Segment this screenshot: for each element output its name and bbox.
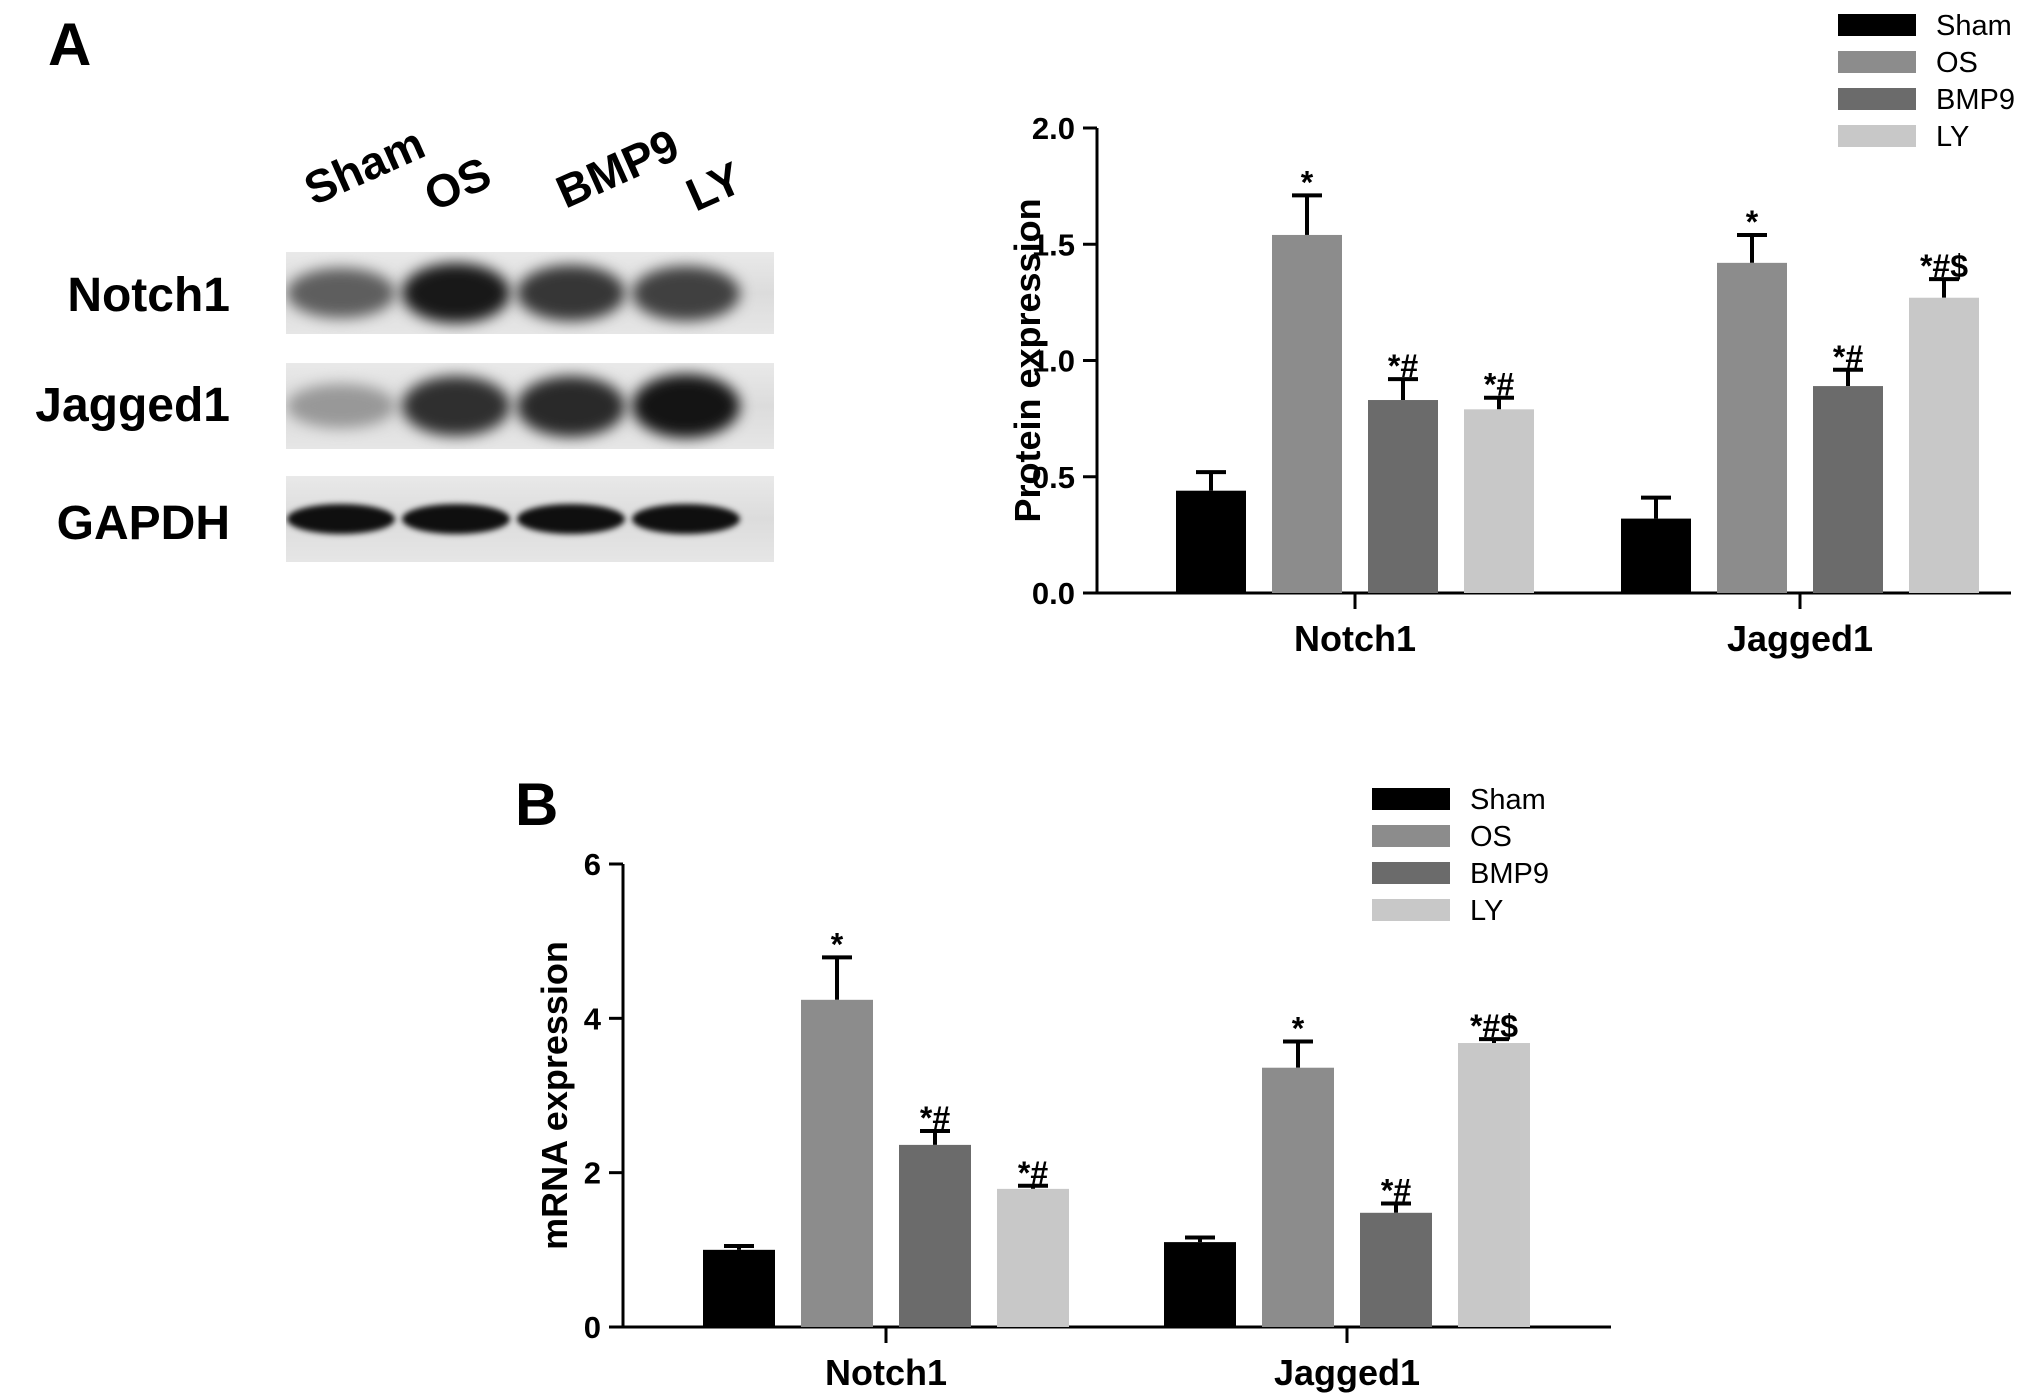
protein-legend-label-os: OS (1936, 47, 1978, 79)
protein-annotation-jagged1-os: * (1746, 204, 1759, 240)
protein-y-tick-label-1: 0.5 (1032, 460, 1075, 495)
protein-legend-label-bmp9: BMP9 (1936, 84, 2015, 116)
protein-bar-notch1-os (1272, 234, 1342, 593)
protein-legend-swatch-bmp9 (1838, 88, 1916, 110)
blot-band-jagged1-ly (632, 374, 740, 438)
protein-annotation-jagged1-bmp9: *# (1833, 339, 1863, 375)
blot-band-notch1-os (402, 263, 510, 323)
blot-band-gapdh-sham (287, 504, 395, 534)
protein-y-axis-label: Protein expression (1007, 198, 1048, 522)
protein-legend-label-ly: LY (1936, 121, 1969, 153)
protein-x-tick-label-notch1: Notch1 (1294, 618, 1416, 659)
protein-y-tick-label-0: 0.0 (1032, 576, 1075, 611)
blot-row-label-jagged1: Jagged1 (35, 379, 230, 432)
blot-row-label-notch1: Notch1 (67, 269, 230, 322)
protein-bar-notch1-ly (1464, 409, 1534, 593)
protein-annotation-notch1-os: * (1301, 164, 1314, 200)
protein-legend-swatch-os (1838, 51, 1916, 73)
protein-bar-jagged1-ly (1909, 297, 1979, 593)
blot-strip-jagged1 (286, 363, 774, 449)
blot-band-gapdh-os (402, 504, 510, 534)
blot-band-jagged1-os (402, 376, 510, 436)
protein-bar-jagged1-sham (1621, 518, 1691, 593)
blot-band-jagged1-sham (287, 384, 395, 428)
protein-y-tick-label-4: 2.0 (1032, 111, 1075, 146)
protein-annotation-notch1-ly: *# (1484, 367, 1514, 403)
blot-band-jagged1-bmp9 (517, 375, 625, 437)
protein-legend-swatch-sham (1838, 14, 1916, 36)
blot-strip-gapdh (286, 476, 774, 562)
protein-legend-swatch-ly (1838, 125, 1916, 147)
blot-band-notch1-bmp9 (517, 265, 625, 321)
blot-band-notch1-ly (632, 265, 740, 321)
panel-a-letter: A (48, 11, 92, 78)
protein-bar-notch1-bmp9 (1368, 400, 1438, 593)
blot-row-label-gapdh: GAPDH (56, 497, 230, 550)
protein-annotation-jagged1-ly: *#$ (1920, 248, 1968, 284)
blot-strip-notch1 (286, 252, 774, 334)
blot-band-gapdh-ly (632, 504, 740, 534)
panel-b-letter: B (515, 771, 559, 838)
protein-y-tick-label-2: 1.0 (1032, 344, 1075, 379)
blot-band-notch1-sham (287, 268, 395, 318)
protein-bar-notch1-sham (1176, 490, 1246, 593)
protein-legend-label-sham: Sham (1936, 10, 2012, 42)
protein-y-tick-label-3: 1.5 (1032, 227, 1075, 262)
protein-bar-jagged1-os (1717, 262, 1787, 593)
protein-bar-jagged1-bmp9 (1813, 386, 1883, 593)
protein-annotation-notch1-bmp9: *# (1388, 348, 1418, 384)
blot-band-gapdh-bmp9 (517, 504, 625, 534)
protein-x-tick-label-jagged1: Jagged1 (1727, 618, 1873, 659)
